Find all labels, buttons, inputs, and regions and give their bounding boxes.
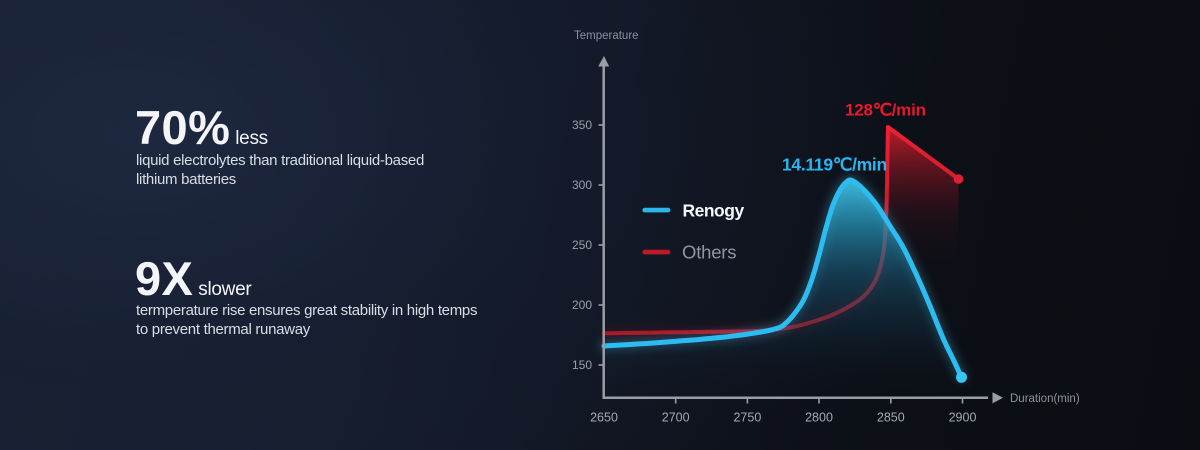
svg-text:2650: 2650 <box>590 411 618 425</box>
svg-text:2900: 2900 <box>949 411 977 425</box>
svg-text:2800: 2800 <box>805 411 833 425</box>
svg-text:300: 300 <box>572 178 592 192</box>
svg-text:250: 250 <box>572 238 592 252</box>
svg-text:128℃/min: 128℃/min <box>845 101 926 120</box>
svg-text:200: 200 <box>572 298 592 312</box>
svg-text:Temperature: Temperature <box>574 30 639 42</box>
svg-text:2850: 2850 <box>877 411 905 425</box>
svg-text:Duration(min): Duration(min) <box>1010 393 1080 405</box>
svg-text:2750: 2750 <box>733 411 761 425</box>
svg-text:Others: Others <box>682 242 736 263</box>
svg-text:350: 350 <box>572 118 592 132</box>
svg-text:14.119℃/min: 14.119℃/min <box>782 155 887 175</box>
svg-text:Renogy: Renogy <box>683 201 745 221</box>
svg-text:2700: 2700 <box>662 411 690 425</box>
svg-text:150: 150 <box>572 358 592 372</box>
